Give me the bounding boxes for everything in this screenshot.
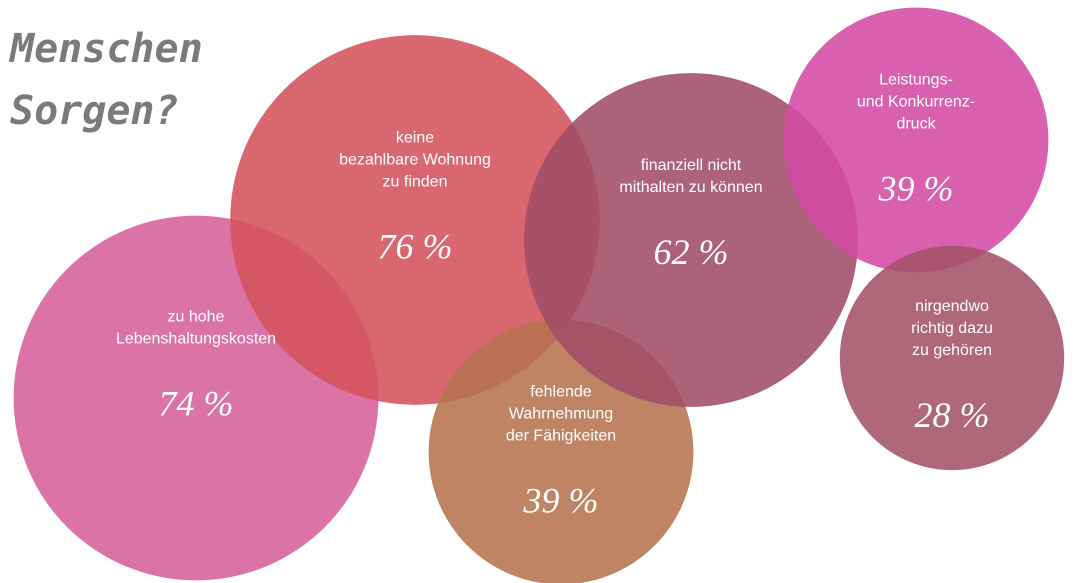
bubble-label: finanziell nicht (641, 157, 742, 174)
bubble-label: fehlende (530, 383, 591, 400)
value-label: 74 % (159, 383, 234, 423)
bubble (839, 245, 1065, 471)
bubble-label: mithalten zu können (619, 179, 762, 196)
bubble-label: keine (396, 129, 434, 146)
bubble-label: der Fähigkeiten (506, 427, 616, 444)
bubble-label: Lebenshaltungskosten (116, 330, 276, 347)
bubble-label: richtig dazu (911, 320, 993, 337)
bubble (230, 35, 600, 405)
bubble-label: zu finden (383, 173, 448, 190)
bubble-label: nirgendwo (915, 298, 989, 315)
bubble-label: und Konkurrenz- (857, 93, 975, 110)
chart-title-line: Menschen (8, 26, 203, 72)
bubble-label: druck (896, 115, 936, 132)
bubbles (13, 7, 1065, 583)
value-label: 39 % (523, 480, 599, 520)
bubble (783, 7, 1049, 273)
bubble-label: Leistungs- (879, 71, 953, 88)
labels: zu hohe Lebenshaltungskosten 74 % keine beza… (116, 71, 993, 520)
bubble-label: bezahlbare Wohnung (339, 151, 491, 168)
chart-title-line: Sorgen? (10, 88, 179, 134)
bubble-label: zu hohe (168, 308, 225, 325)
value-label: 28 % (915, 395, 990, 435)
value-label: 76 % (378, 226, 453, 266)
bubble (524, 73, 858, 407)
value-label: 62 % (654, 232, 729, 272)
bubble-label: Wahrnehmung (509, 405, 613, 422)
bubble-label: zu gehören (912, 342, 992, 359)
value-label: 39 % (878, 168, 954, 208)
